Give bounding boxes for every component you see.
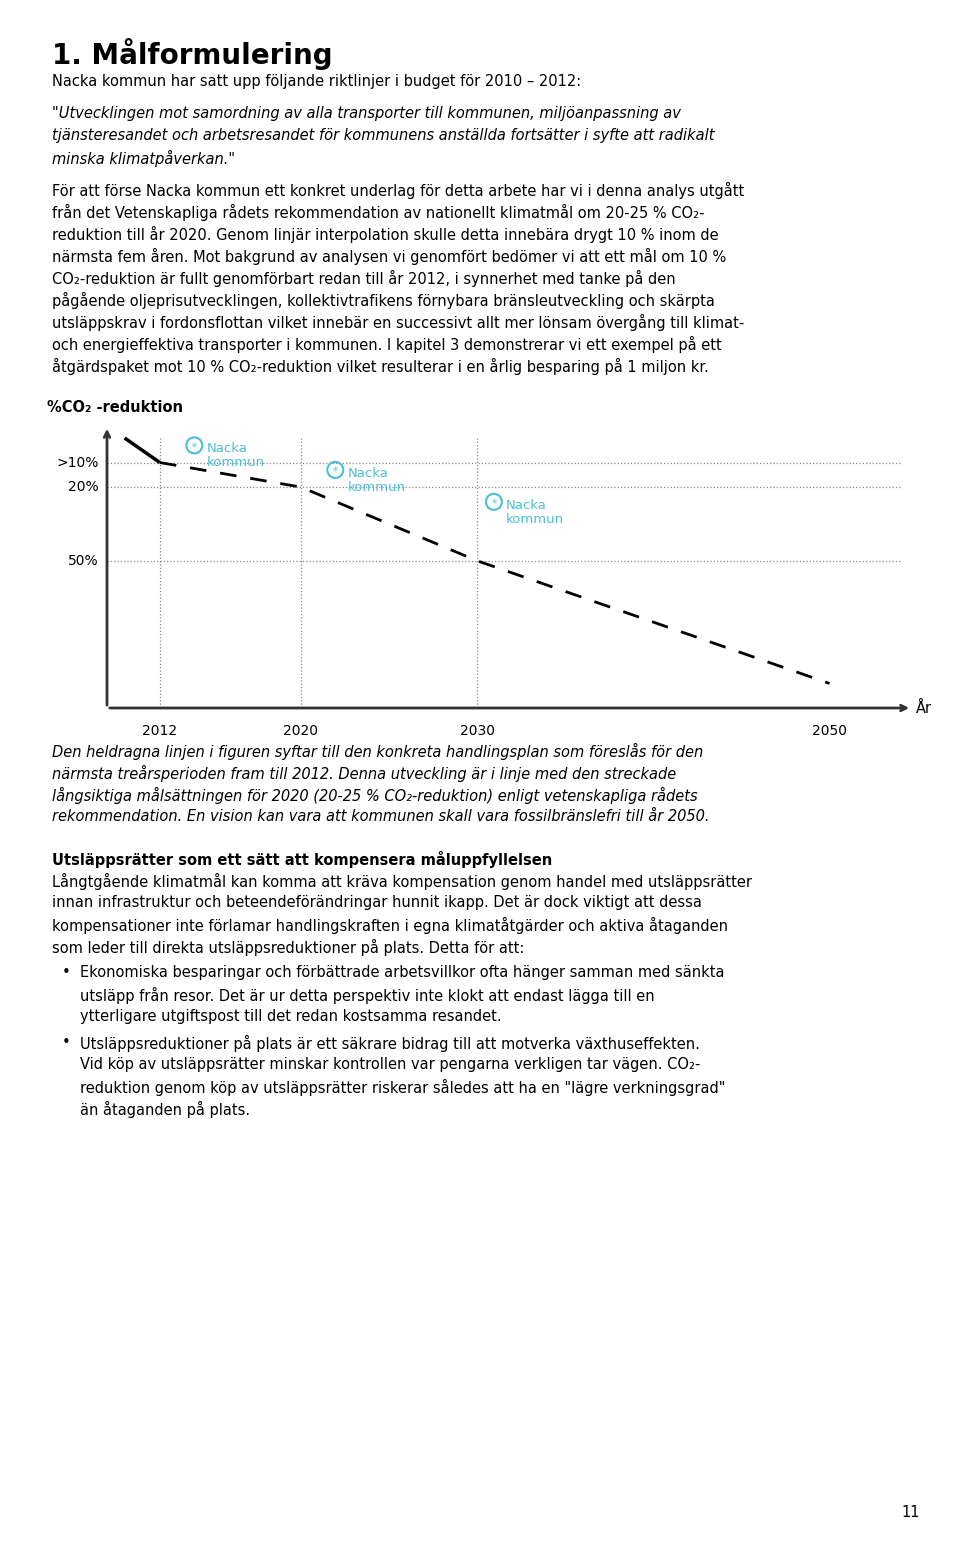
Text: ✳: ✳: [191, 441, 198, 450]
Text: Utsläppsreduktioner på plats är ett säkrare bidrag till att motverka växthuseffe: Utsläppsreduktioner på plats är ett säkr…: [80, 1036, 700, 1053]
Text: Ekonomiska besparingar och förbättrade arbetsvillkor ofta hänger samman med sänk: Ekonomiska besparingar och förbättrade a…: [80, 964, 725, 980]
Text: 2050: 2050: [812, 724, 847, 738]
Text: reduktion genom köp av utsläppsrätter riskerar således att ha en "lägre verkning: reduktion genom köp av utsläppsrätter ri…: [80, 1079, 726, 1096]
Text: närmsta fem åren. Mot bakgrund av analysen vi genomfört bedömer vi att ett mål o: närmsta fem åren. Mot bakgrund av analys…: [52, 248, 727, 265]
Text: kompensationer inte förlamar handlingskraften i egna klimatåtgärder och aktiva å: kompensationer inte förlamar handlingskr…: [52, 916, 728, 933]
Text: 2012: 2012: [142, 724, 178, 738]
Text: och energieffektiva transporter i kommunen. I kapitel 3 demonstrerar vi ett exem: och energieffektiva transporter i kommun…: [52, 336, 722, 353]
Text: rekommendation. En vision kan vara att kommunen skall vara fossilbränslefri till: rekommendation. En vision kan vara att k…: [52, 810, 709, 824]
Text: %CO₂ -reduktion: %CO₂ -reduktion: [47, 399, 183, 415]
Text: 50%: 50%: [68, 554, 99, 568]
Text: kommun: kommun: [506, 512, 564, 526]
Text: än åtaganden på plats.: än åtaganden på plats.: [80, 1101, 251, 1118]
Text: •: •: [62, 1036, 71, 1050]
Text: utsläpp från resor. Det är ur detta perspektiv inte klokt att endast lägga till : utsläpp från resor. Det är ur detta pers…: [80, 988, 655, 1005]
Text: som leder till direkta utsläppsreduktioner på plats. Detta för att:: som leder till direkta utsläppsreduktion…: [52, 940, 524, 957]
Text: Vid köp av utsläppsrätter minskar kontrollen var pengarna verkligen tar vägen. C: Vid köp av utsläppsrätter minskar kontro…: [80, 1057, 701, 1073]
Text: ytterligare utgiftspost till det redan kostsamma resandet.: ytterligare utgiftspost till det redan k…: [80, 1009, 502, 1023]
Text: kommun: kommun: [206, 457, 264, 469]
Text: •: •: [62, 964, 71, 980]
Text: 1. Målformulering: 1. Målformulering: [52, 39, 332, 70]
Text: Utsläppsrätter som ett sätt att kompensera måluppfyllelsen: Utsläppsrätter som ett sätt att kompense…: [52, 851, 552, 868]
Text: utsläppskrav i fordonsflottan vilket innebär en successivt allt mer lönsam överg: utsläppskrav i fordonsflottan vilket inn…: [52, 314, 744, 331]
Text: >10%: >10%: [57, 455, 99, 469]
Text: ✳: ✳: [332, 466, 339, 474]
Text: 2030: 2030: [460, 724, 494, 738]
Text: 11: 11: [901, 1505, 920, 1520]
Text: reduktion till år 2020. Genom linjär interpolation skulle detta innebära drygt 1: reduktion till år 2020. Genom linjär int…: [52, 226, 719, 243]
Text: För att förse Nacka kommun ett konkret underlag för detta arbete har vi i denna : För att förse Nacka kommun ett konkret u…: [52, 183, 744, 200]
Text: Nacka: Nacka: [348, 467, 388, 480]
Text: ✳: ✳: [491, 497, 497, 506]
Text: CO₂-reduktion är fullt genomförbart redan till år 2012, i synnerhet med tanke på: CO₂-reduktion är fullt genomförbart reda…: [52, 269, 676, 286]
Text: 2020: 2020: [283, 724, 319, 738]
Text: från det Vetenskapliga rådets rekommendation av nationellt klimatmål om 20-25 % : från det Vetenskapliga rådets rekommenda…: [52, 204, 705, 221]
Text: närmsta treårsperioden fram till 2012. Denna utveckling är i linje med den strec: närmsta treårsperioden fram till 2012. D…: [52, 765, 676, 782]
Text: Nacka: Nacka: [506, 498, 547, 512]
Text: åtgärdspaket mot 10 % CO₂-reduktion vilket resulterar i en årlig besparing på 1 : åtgärdspaket mot 10 % CO₂-reduktion vilk…: [52, 358, 708, 375]
Text: pågående oljeprisutvecklingen, kollektivtrafikens förnybara bränsleutveckling oc: pågående oljeprisutvecklingen, kollektiv…: [52, 293, 715, 310]
Text: Långtgående klimatmål kan komma att kräva kompensation genom handel med utsläpps: Långtgående klimatmål kan komma att kräv…: [52, 873, 752, 890]
Text: År: År: [916, 701, 932, 715]
Text: 20%: 20%: [68, 480, 99, 494]
Text: "Utvecklingen mot samordning av alla transporter till kommunen, miljöanpassning : "Utvecklingen mot samordning av alla tra…: [52, 105, 681, 121]
Text: innan infrastruktur och beteendeförändringar hunnit ikapp. Det är dock viktigt a: innan infrastruktur och beteendeförändri…: [52, 895, 702, 910]
Text: långsiktiga målsättningen för 2020 (20-25 % CO₂-reduktion) enligt vetenskapliga : långsiktiga målsättningen för 2020 (20-2…: [52, 786, 698, 803]
Text: Den heldragna linjen i figuren syftar till den konkreta handlingsplan som föresl: Den heldragna linjen i figuren syftar ti…: [52, 743, 704, 760]
Text: kommun: kommun: [348, 481, 405, 494]
Text: Nacka kommun har satt upp följande riktlinjer i budget för 2010 – 2012:: Nacka kommun har satt upp följande riktl…: [52, 74, 581, 88]
Text: minska klimatpåverkan.": minska klimatpåverkan.": [52, 150, 235, 167]
Text: Nacka: Nacka: [206, 443, 247, 455]
Text: tjänsteresandet och arbetsresandet för kommunens anställda fortsätter i syfte at: tjänsteresandet och arbetsresandet för k…: [52, 128, 714, 142]
